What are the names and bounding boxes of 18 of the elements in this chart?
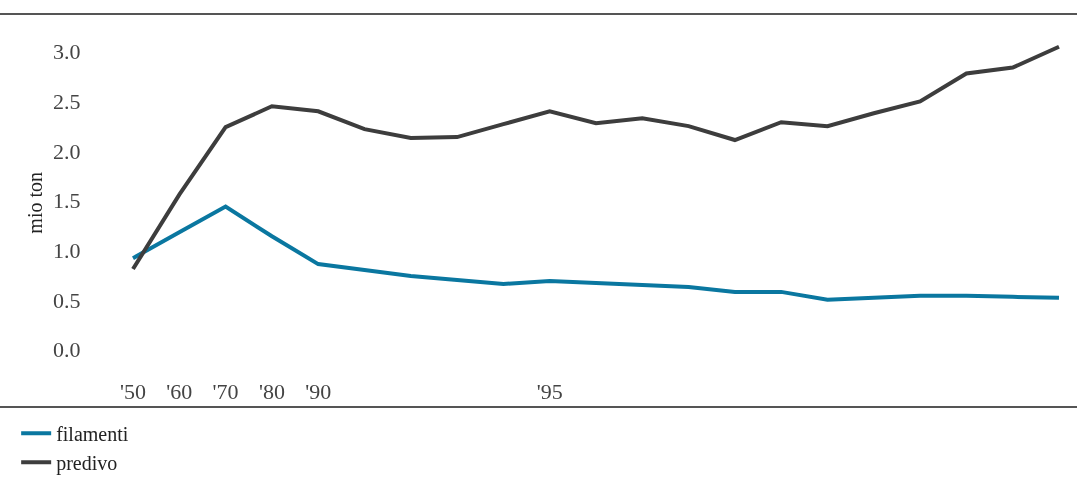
line-series <box>131 204 1061 302</box>
legend-label: filamenti <box>56 423 129 446</box>
y-tick-label: 3.0 <box>53 39 81 65</box>
y-tick-label: 0.0 <box>53 337 81 363</box>
x-tick-label: '80 <box>258 379 285 404</box>
y-tick-label: 0.5 <box>53 287 81 313</box>
x-tick-label: '70 <box>212 379 239 404</box>
legend-label: predivo <box>56 452 118 476</box>
x-tick-label: '50 <box>120 379 146 404</box>
x-tick-label: '60 <box>166 379 193 404</box>
line-series <box>131 44 1061 272</box>
x-tick-label: '90 <box>305 379 332 404</box>
y-axis-title: mio ton <box>24 172 47 234</box>
y-tick-label: 1.5 <box>53 188 81 214</box>
y-tick-label: 2.5 <box>53 89 81 115</box>
x-tick-label: '95 <box>536 379 563 404</box>
y-tick-label: 1.0 <box>53 237 81 263</box>
y-tick-label: 2.0 <box>53 138 81 164</box>
